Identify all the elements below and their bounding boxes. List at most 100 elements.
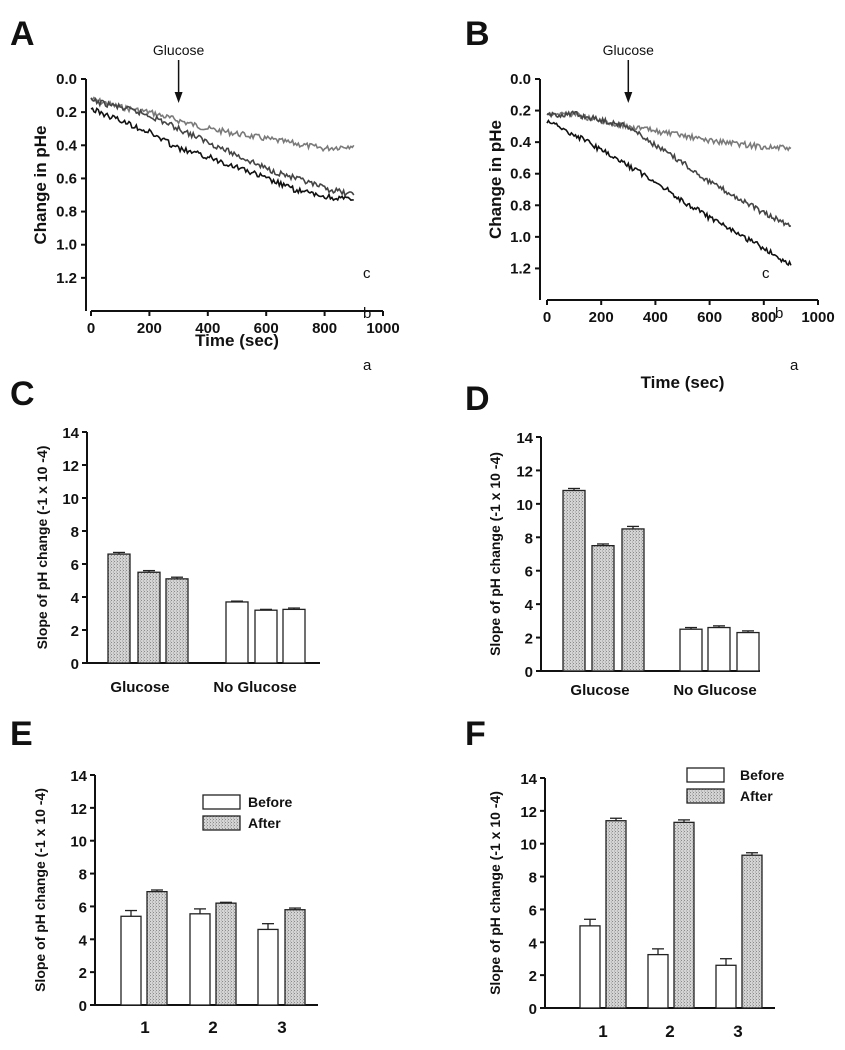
category-label: Glucose bbox=[110, 679, 169, 696]
x-tick-label: 1000 bbox=[366, 320, 399, 337]
bar-glucose-3 bbox=[165, 578, 189, 664]
panel-b: B 0.0 0.2 0.4 0.6 0.8 1.0 1.2 0 200 400 600 800 1000 T… bbox=[465, 15, 835, 392]
x-tick-label: 600 bbox=[697, 309, 722, 326]
y-tick-label: 0.0 bbox=[510, 71, 531, 88]
x-tick-label: 800 bbox=[751, 309, 776, 326]
y-tick-label: 2 bbox=[529, 968, 537, 985]
series-label-a: a bbox=[363, 357, 372, 374]
legend-label-before: Before bbox=[248, 794, 293, 810]
y-axis-title: Change in pHe bbox=[486, 120, 505, 239]
bar-no-glucose-3 bbox=[736, 631, 760, 672]
series-label-c: c bbox=[762, 265, 770, 282]
series-label-b: b bbox=[775, 305, 783, 322]
y-axis-title: Change in pHe bbox=[31, 125, 50, 244]
panel-c: C 0 2 4 6 8 10 12 14 Slope of pH change (-1 x 10 … bbox=[10, 375, 320, 696]
panel-label: F bbox=[465, 715, 486, 753]
y-tick-label: 12 bbox=[62, 458, 79, 475]
y-axis-title: Slope of pH change (-1 x 10 -4) bbox=[487, 452, 503, 656]
category-label: 2 bbox=[665, 1022, 674, 1041]
series-line-c bbox=[90, 107, 354, 202]
series-label-b: b bbox=[363, 305, 371, 322]
panel-label: E bbox=[10, 715, 33, 753]
y-tick-label: 1.0 bbox=[56, 237, 77, 254]
y-tick-label: 10 bbox=[62, 491, 79, 508]
legend-swatch-before bbox=[686, 767, 725, 783]
y-tick-label: 14 bbox=[516, 430, 533, 447]
y-tick-label: 6 bbox=[525, 564, 533, 581]
y-tick-label: 0 bbox=[71, 656, 79, 673]
y-tick-label: 14 bbox=[70, 768, 87, 785]
y-tick-label: 14 bbox=[520, 771, 537, 788]
y-tick-label: 8 bbox=[529, 870, 537, 887]
arrow-down-icon bbox=[624, 92, 633, 103]
y-tick-label: 8 bbox=[79, 867, 87, 884]
panel-label: A bbox=[10, 15, 35, 53]
x-tick-label: 0 bbox=[87, 320, 95, 337]
y-tick-label: 2 bbox=[79, 965, 87, 982]
x-tick-label: 200 bbox=[589, 309, 614, 326]
bar-after-3 bbox=[741, 854, 763, 1009]
category-label: No Glucose bbox=[673, 682, 756, 699]
bar-before-2 bbox=[647, 953, 669, 1009]
bar-before-1 bbox=[579, 925, 601, 1009]
category-label: 2 bbox=[208, 1018, 217, 1037]
y-tick-label: 0.2 bbox=[56, 104, 77, 121]
x-tick-label: 400 bbox=[195, 320, 220, 337]
y-tick-label: 4 bbox=[529, 935, 538, 952]
series-line-b bbox=[90, 97, 355, 198]
panel-label: D bbox=[465, 380, 490, 418]
legend-label-after: After bbox=[740, 788, 773, 804]
category-label: 3 bbox=[277, 1018, 286, 1037]
y-tick-label: 12 bbox=[520, 804, 537, 821]
y-tick-label: 8 bbox=[71, 524, 79, 541]
x-tick-label: 600 bbox=[254, 320, 279, 337]
y-tick-label: 12 bbox=[516, 463, 533, 480]
panel-label: B bbox=[465, 15, 490, 53]
y-tick-label: 0.2 bbox=[510, 103, 531, 120]
series-label-c: c bbox=[363, 265, 371, 282]
bar-glucose-2 bbox=[137, 571, 161, 664]
series-line-c bbox=[546, 119, 792, 267]
y-tick-label: 0.8 bbox=[510, 197, 531, 214]
category-label: Glucose bbox=[570, 682, 629, 699]
category-label: 3 bbox=[733, 1022, 742, 1041]
y-tick-label: 10 bbox=[70, 834, 87, 851]
category-label: No Glucose bbox=[213, 679, 296, 696]
y-tick-label: 4 bbox=[79, 932, 88, 949]
arrow-down-icon bbox=[174, 92, 183, 103]
bar-glucose-1 bbox=[107, 553, 131, 664]
x-tick-label: 400 bbox=[643, 309, 668, 326]
x-tick-label: 1000 bbox=[801, 309, 834, 326]
y-tick-label: 10 bbox=[520, 837, 537, 854]
legend-label-after: After bbox=[248, 815, 281, 831]
legend-swatch-after bbox=[202, 815, 241, 831]
y-axis-title: Slope of pH change (-1 x 10 -4) bbox=[32, 788, 48, 992]
y-tick-label: 0.6 bbox=[56, 170, 77, 187]
y-tick-label: 6 bbox=[79, 899, 87, 916]
x-axis-title: Time (sec) bbox=[641, 373, 725, 392]
bar-after-1 bbox=[146, 890, 168, 1006]
x-tick-label: 0 bbox=[543, 309, 551, 326]
bar-no-glucose-3 bbox=[282, 608, 306, 664]
y-tick-label: 0.6 bbox=[510, 166, 531, 183]
y-tick-label: 4 bbox=[71, 590, 80, 607]
y-tick-label: 6 bbox=[529, 902, 537, 919]
y-tick-label: 0 bbox=[79, 998, 87, 1015]
bar-no-glucose-2 bbox=[254, 609, 278, 664]
y-tick-label: 4 bbox=[525, 597, 534, 614]
legend-swatch-before bbox=[202, 794, 241, 810]
y-tick-label: 2 bbox=[525, 631, 533, 648]
series-line-b bbox=[546, 110, 792, 228]
y-tick-label: 0 bbox=[525, 664, 533, 681]
legend-swatch-after bbox=[686, 788, 725, 804]
bar-glucose-3 bbox=[621, 528, 645, 672]
bar-after-2 bbox=[673, 821, 695, 1009]
bar-before-2 bbox=[189, 913, 211, 1006]
y-tick-label: 0.4 bbox=[510, 134, 532, 151]
legend-label-before: Before bbox=[740, 767, 785, 783]
bar-after-2 bbox=[215, 902, 237, 1006]
x-axis-title: Time (sec) bbox=[195, 331, 279, 350]
panel-d: D 0 2 4 6 8 10 12 14 Slope of pH change (-1 x 10 … bbox=[465, 380, 760, 699]
